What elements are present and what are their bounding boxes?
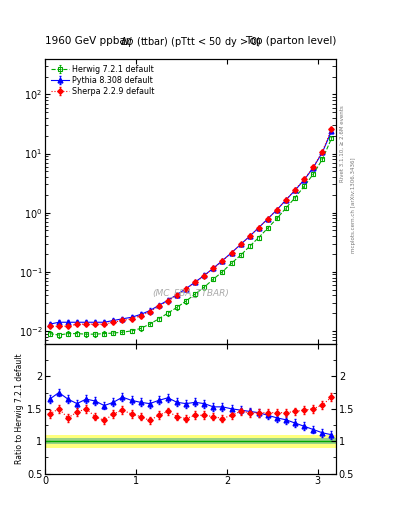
Text: (MC_FBA_TTBAR): (MC_FBA_TTBAR) <box>152 288 229 297</box>
Text: Rivet 3.1.10, ≥ 2.6M events: Rivet 3.1.10, ≥ 2.6M events <box>340 105 345 182</box>
Y-axis label: Ratio to Herwig 7.2.1 default: Ratio to Herwig 7.2.1 default <box>15 353 24 464</box>
Text: mcplots.cern.ch [arXiv:1306.3436]: mcplots.cern.ch [arXiv:1306.3436] <box>351 157 356 252</box>
Legend: Herwig 7.2.1 default, Pythia 8.308 default, Sherpa 2.2.9 default: Herwig 7.2.1 default, Pythia 8.308 defau… <box>49 63 156 97</box>
Text: Top (parton level): Top (parton level) <box>244 36 336 46</box>
Text: $\Delta\phi$ (ttbar) (pTtt < 50 dy > 0): $\Delta\phi$ (ttbar) (pTtt < 50 dy > 0) <box>120 35 261 49</box>
Text: 1960 GeV ppbar: 1960 GeV ppbar <box>45 36 130 46</box>
